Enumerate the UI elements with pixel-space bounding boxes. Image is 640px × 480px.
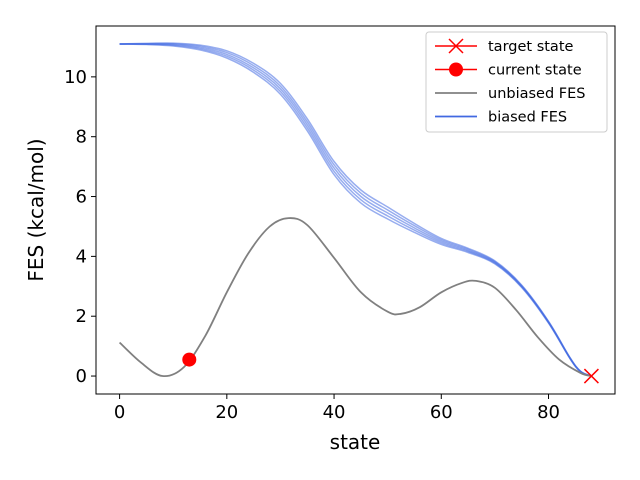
x-tick-label: 60 — [430, 402, 453, 423]
legend-item: unbiased FES — [435, 86, 586, 102]
y-axis-ticks: 0 2 4 6 8 10 — [64, 67, 96, 387]
y-tick-label: 2 — [76, 306, 87, 327]
x-tick-label: 0 — [114, 402, 125, 423]
biased-fes-line — [119, 42, 592, 377]
legend: target state current state unbiased FES bia… — [425, 31, 608, 133]
y-tick-label: 6 — [76, 187, 87, 208]
y-tick-label: 4 — [76, 246, 87, 267]
legend-item: biased FES — [435, 110, 567, 126]
marker-layer — [182, 352, 599, 384]
legend-item: current state — [435, 62, 582, 79]
x-tick-label: 20 — [215, 402, 238, 423]
x-tick-label: 80 — [537, 402, 560, 423]
x-axis-label: state — [330, 430, 381, 454]
y-tick-label: 10 — [64, 67, 87, 88]
legend-label: unbiased FES — [488, 86, 586, 102]
legend-x-marker — [448, 38, 464, 54]
unbiased-fes-line — [118, 217, 592, 378]
legend-dot-marker — [449, 62, 463, 77]
target-state-marker — [583, 368, 599, 384]
series-layer — [118, 42, 592, 378]
x-tick-label: 40 — [323, 402, 346, 423]
plot-frame — [95, 25, 616, 395]
legend-label: target state — [488, 39, 574, 55]
y-tick-label: 0 — [76, 366, 87, 387]
y-axis-label: FES (kcal/mol) — [24, 138, 48, 281]
y-tick-label: 8 — [76, 127, 87, 148]
legend-item: target state — [435, 38, 574, 55]
x-axis-ticks: 0 20 40 60 80 — [114, 394, 560, 423]
legend-label: biased FES — [488, 110, 567, 126]
current-state-marker — [182, 352, 197, 367]
legend-box — [425, 31, 608, 133]
legend-label: current state — [488, 63, 582, 79]
